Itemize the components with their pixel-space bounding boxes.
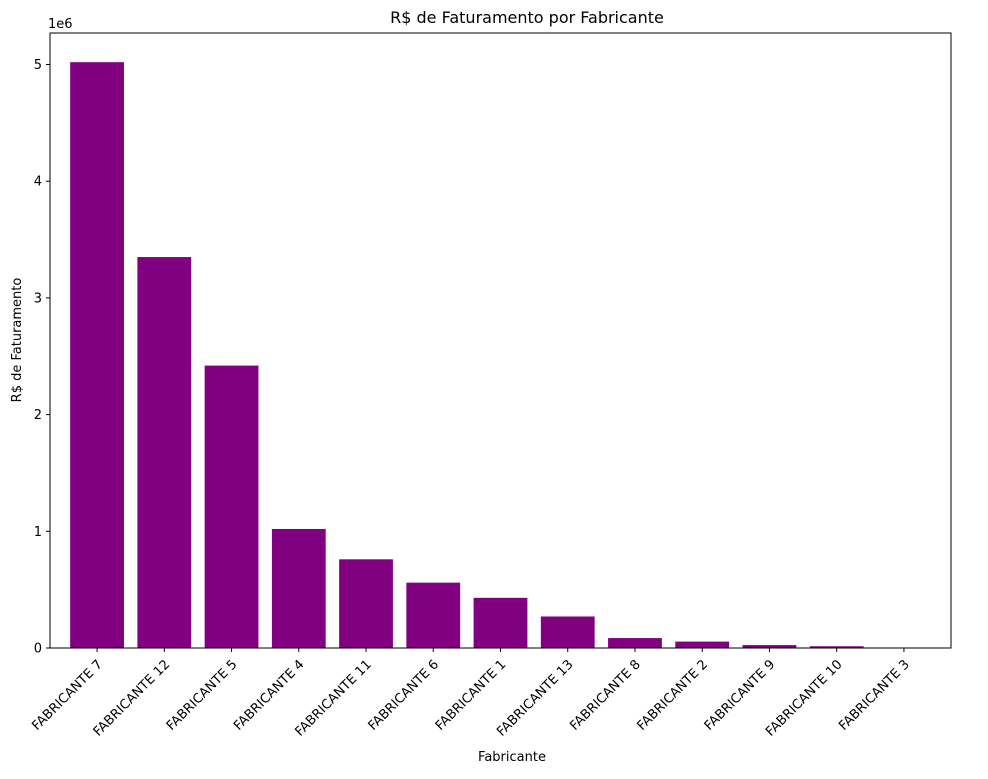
y-tick-label: 5 <box>34 58 42 73</box>
y-tick-label: 0 <box>34 642 42 657</box>
bar <box>608 638 662 648</box>
bar <box>137 257 192 648</box>
chart-title: R$ de Faturamento por Fabricante <box>390 8 664 27</box>
y-tick-label: 3 <box>34 291 42 306</box>
y-tick-label: 4 <box>34 175 42 190</box>
x-axis-label: Fabricante <box>478 750 546 765</box>
x-tick-label: FABRICANTE 1 <box>433 657 510 734</box>
x-tick-label: FABRICANTE 9 <box>702 657 779 734</box>
bar <box>339 559 393 648</box>
bar <box>809 646 864 648</box>
x-tick-label: FABRICANTE 4 <box>231 657 308 734</box>
y-offset-label: 1e6 <box>48 17 73 32</box>
bar <box>540 616 595 648</box>
x-tick-label: FABRICANTE 7 <box>29 657 106 734</box>
x-tick-label: FABRICANTE 3 <box>836 657 913 734</box>
x-tick-label: FABRICANTE 6 <box>366 657 443 734</box>
x-tick-label: FABRICANTE 8 <box>567 657 644 734</box>
bar <box>742 645 797 648</box>
x-tick-label: FABRICANTE 2 <box>635 657 712 734</box>
bar <box>675 641 730 648</box>
bar <box>271 528 326 648</box>
x-tick-label: FABRICANTE 5 <box>164 657 241 734</box>
bar <box>204 365 259 648</box>
y-tick-label: 2 <box>34 408 42 423</box>
bar <box>406 582 461 648</box>
y-tick-label: 1 <box>34 525 42 540</box>
bar <box>70 62 124 649</box>
y-axis-label: R$ de Faturamento <box>10 278 25 403</box>
bar <box>473 597 528 648</box>
